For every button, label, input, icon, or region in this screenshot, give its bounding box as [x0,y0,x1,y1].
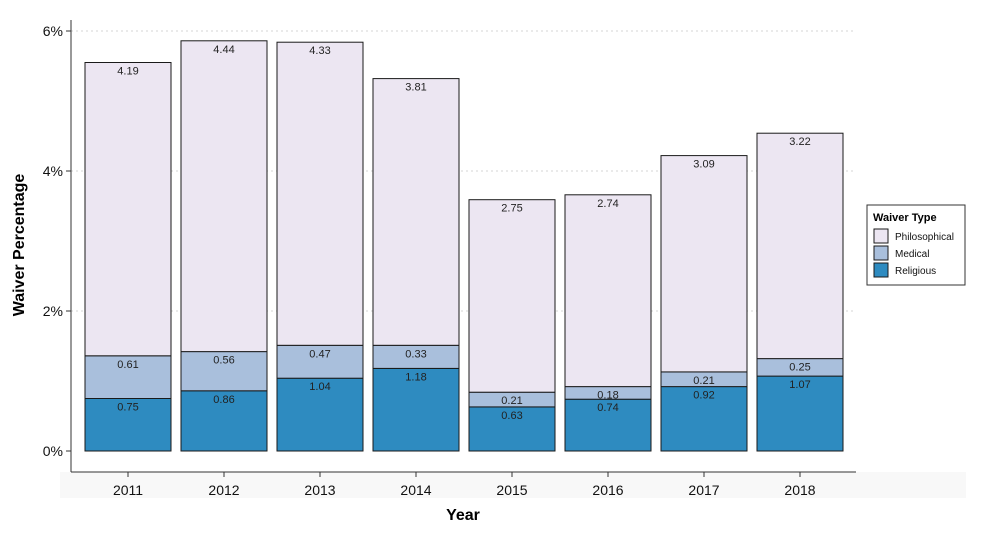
legend: Waiver Type Philosophical Medical Religiou… [866,204,966,286]
legend-title: Waiver Type [873,212,937,224]
data-label: 2.74 [597,198,618,210]
data-label: 1.04 [309,381,330,393]
data-label: 3.09 [693,159,714,171]
data-label: 3.22 [789,136,810,148]
x-tick-label: 2011 [113,482,143,498]
x-tick-label: 2014 [400,482,431,498]
data-label: 0.75 [117,402,138,414]
bar-religious-2011 [84,398,172,452]
data-label: 4.19 [117,66,138,78]
legend-swatch-medical [873,245,889,261]
data-label: 4.44 [213,44,234,56]
y-axis-title: Waiver Percentage [11,174,28,317]
legend-label-philosophical: Philosophical [895,232,954,243]
x-tick-label: 2015 [496,482,527,498]
data-label: 0.63 [501,410,522,422]
bar-religious-2012 [180,390,268,452]
bar-philosophical-2018 [756,132,844,360]
bar-philosophical-2012 [180,40,268,353]
y-tick-label: 0% [43,443,63,459]
bar-medical-2012 [180,351,268,392]
bar-medical-2011 [84,355,172,399]
bar-religious-2013 [276,377,364,452]
y-tick-label: 4% [43,163,63,179]
data-label: 1.18 [405,371,426,383]
data-label: 3.81 [405,82,426,94]
bar-religious-2017 [660,386,748,452]
data-label: 0.56 [213,355,234,367]
x-tick-label: 2016 [592,482,623,498]
data-label: 0.25 [789,362,810,374]
bar-medical-2013 [276,344,364,379]
legend-swatch-philosophical [873,228,889,244]
data-label: 0.18 [597,390,618,402]
axes [70,20,856,473]
y-ticks: 0% 2% 4% 6% [43,23,71,459]
bar-philosophical-2015 [468,199,556,393]
x-tick-label: 2018 [784,482,815,498]
data-label: 1.07 [789,379,810,391]
data-label: 2.75 [501,203,522,215]
data-label: 4.33 [309,45,330,57]
bar-philosophical-2016 [564,194,652,388]
bar-religious-2018 [756,375,844,452]
x-tick-label: 2017 [688,482,719,498]
data-label: 0.61 [117,359,138,371]
x-tick-label: 2013 [304,482,335,498]
x-ticks: 2011 2012 2013 2014 2015 2016 2017 2018 [113,472,816,498]
bar-religious-2015 [468,406,556,452]
data-label: 0.21 [693,375,714,387]
data-label: 0.21 [501,395,522,407]
data-label: 0.86 [213,394,234,406]
y-tick-label: 6% [43,23,63,39]
bar-religious-2014 [372,367,460,452]
data-labels: 0.75 0.61 4.19 0.86 0.56 4.44 1.04 0.47 4.33 1.18… [117,44,810,422]
data-label: 0.47 [309,348,330,360]
data-label: 0.74 [597,402,618,414]
data-label: 0.92 [693,390,714,402]
x-axis-title: Year [446,507,480,524]
bar-religious-2016 [564,398,652,452]
bars [84,40,844,452]
data-label: 0.33 [405,348,426,360]
bar-philosophical-2014 [372,78,460,346]
y-tick-label: 2% [43,303,63,319]
bar-philosophical-2011 [84,62,172,357]
legend-swatch-religious [873,262,889,278]
legend-label-religious: Religious [895,266,936,277]
legend-label-medical: Medical [895,249,929,260]
x-axis-band [60,472,966,498]
bar-philosophical-2013 [276,41,364,346]
x-tick-label: 2012 [208,482,239,498]
bar-philosophical-2017 [660,155,748,373]
